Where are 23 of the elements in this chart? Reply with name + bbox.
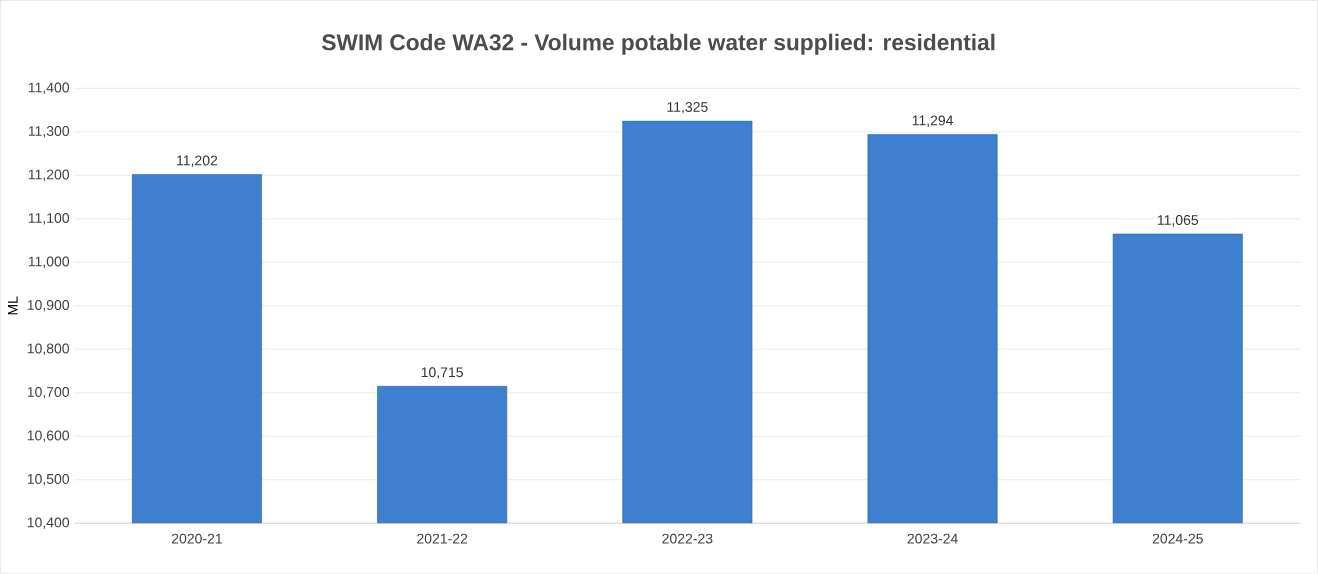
y-tick-label: 11,100	[28, 213, 70, 225]
data-label: 10,715	[421, 367, 463, 380]
data-label: 11,325	[667, 102, 708, 114]
y-tick-label: 10,700	[27, 387, 70, 399]
y-tick-label: 11,000	[28, 256, 70, 269]
y-tick-label: 11,300	[28, 126, 70, 138]
y-tick-label: 10,400	[27, 517, 70, 530]
chart-title: SWIM Code WA32 - Volume potable water supplied: residential	[322, 33, 995, 56]
x-tick-label: 2023-24	[907, 533, 958, 544]
y-tick-label: 10,800	[27, 343, 70, 356]
data-label: 11,294	[912, 115, 954, 128]
x-tick-label: 2020-21	[171, 533, 222, 544]
y-tick-label: 11,200	[28, 169, 70, 182]
data-label: 11,065	[1157, 215, 1199, 227]
y-tick-label: 10,600	[27, 430, 70, 443]
y-tick-label: 11,400	[28, 82, 70, 95]
x-tick-label: 2021-22	[417, 533, 468, 544]
x-tick-label: 2024-25	[1152, 533, 1203, 544]
y-tick-label: 10,900	[27, 300, 70, 312]
x-tick-label: 2022-23	[662, 533, 713, 544]
y-axis-title: ML	[7, 296, 18, 315]
data-label: 11,202	[177, 155, 218, 168]
y-tick-label: 10,500	[27, 474, 70, 486]
